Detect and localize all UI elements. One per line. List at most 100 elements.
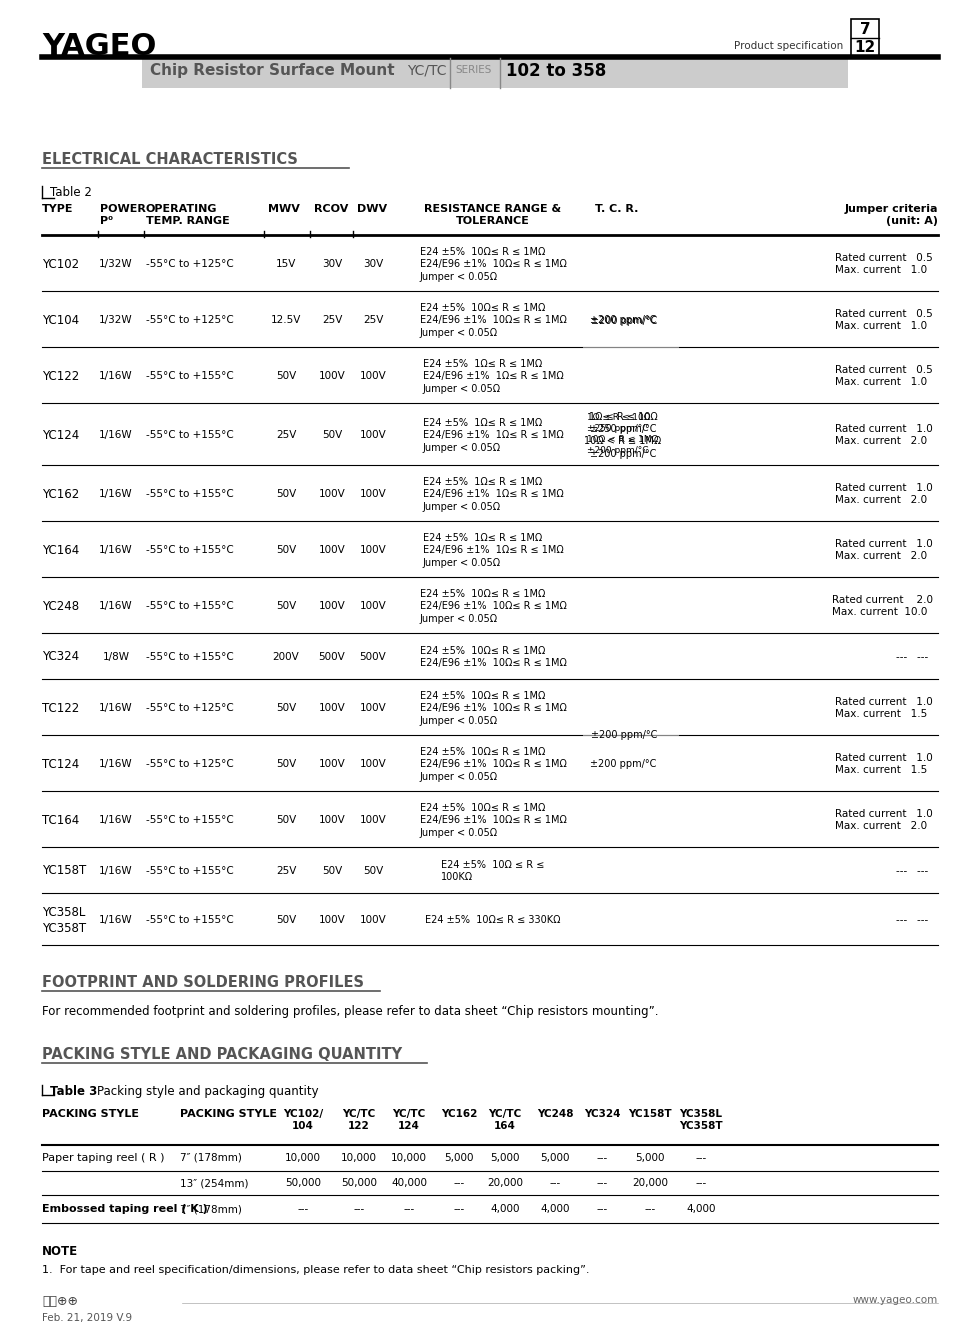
Text: YC122: YC122 (42, 369, 79, 383)
Text: YC158T: YC158T (42, 865, 87, 877)
Text: E24 ±5%  1Ω≤ R ≤ 1MΩ
E24/E96 ±1%  1Ω≤ R ≤ 1MΩ
Jumper < 0.05Ω: E24 ±5% 1Ω≤ R ≤ 1MΩ E24/E96 ±1% 1Ω≤ R ≤ … (423, 533, 563, 568)
Text: 4,000: 4,000 (490, 1205, 520, 1214)
Text: Embossed taping reel ( K ): Embossed taping reel ( K ) (42, 1205, 208, 1214)
Text: 100V: 100V (319, 815, 346, 825)
Text: 100V: 100V (359, 602, 386, 611)
Text: 25V: 25V (363, 316, 383, 325)
Text: Feb. 21, 2019 V.9: Feb. 21, 2019 V.9 (42, 1313, 132, 1323)
Text: ---: --- (298, 1205, 308, 1214)
Text: YC162: YC162 (441, 1109, 478, 1119)
Text: 50V: 50V (275, 704, 297, 713)
Text: 5,000: 5,000 (444, 1154, 474, 1163)
Text: E24 ±5%  10Ω ≤ R ≤
100KΩ: E24 ±5% 10Ω ≤ R ≤ 100KΩ (441, 860, 545, 882)
Text: T. C. R.: T. C. R. (595, 204, 638, 214)
Text: 20,000: 20,000 (487, 1178, 523, 1189)
Text: 50V: 50V (322, 866, 342, 876)
Text: YC358L
YC358T: YC358L YC358T (42, 905, 86, 935)
Text: -55°C to +155°C: -55°C to +155°C (146, 866, 234, 876)
Text: Table 2: Table 2 (50, 185, 91, 199)
Text: DWV: DWV (357, 204, 387, 214)
Text: YC/TC
164: YC/TC 164 (488, 1109, 522, 1131)
Text: YC158T: YC158T (628, 1109, 672, 1119)
Text: YC248: YC248 (42, 599, 79, 612)
Text: TC122: TC122 (42, 701, 79, 714)
Text: YC358L
YC358T: YC358L YC358T (679, 1109, 723, 1131)
Text: -55°C to +155°C: -55°C to +155°C (146, 545, 234, 555)
Text: -55°C to +125°C: -55°C to +125°C (146, 704, 234, 713)
Text: ±200 ppm/°C: ±200 ppm/°C (591, 316, 658, 326)
Text: ±200 ppm/°C: ±200 ppm/°C (589, 316, 656, 325)
Text: 100V: 100V (359, 371, 386, 381)
Text: E24 ±5%  10Ω≤ R ≤ 1MΩ
E24/E96 ±1%  10Ω≤ R ≤ 1MΩ
Jumper < 0.05Ω: E24 ±5% 10Ω≤ R ≤ 1MΩ E24/E96 ±1% 10Ω≤ R … (420, 803, 566, 838)
Text: 7″ (178mm): 7″ (178mm) (180, 1154, 242, 1163)
Text: MWV: MWV (268, 204, 299, 214)
Text: 50V: 50V (275, 371, 297, 381)
Text: 100V: 100V (319, 371, 346, 381)
Text: ---: --- (549, 1178, 560, 1189)
Text: ---: --- (695, 1154, 707, 1163)
Text: ---: --- (695, 1178, 707, 1189)
Text: 100V: 100V (319, 602, 346, 611)
Text: Jumper criteria
(unit: A): Jumper criteria (unit: A) (845, 204, 938, 227)
Text: 7″ (178mm): 7″ (178mm) (180, 1205, 242, 1214)
Text: -55°C to +155°C: -55°C to +155°C (146, 602, 234, 611)
Text: YC104: YC104 (42, 314, 79, 326)
Text: Rated current   1.0
Max. current   2.0: Rated current 1.0 Max. current 2.0 (835, 424, 933, 446)
Text: 25V: 25V (322, 316, 342, 325)
Text: -55°C to +125°C: -55°C to +125°C (146, 316, 234, 325)
Text: ELECTRICAL CHARACTERISTICS: ELECTRICAL CHARACTERISTICS (42, 152, 298, 167)
Text: 100V: 100V (319, 915, 346, 925)
Text: www.yageo.com: www.yageo.com (853, 1295, 938, 1305)
Text: 1Ω ≤ R ≤ 10Ω
±250 ppm/°C
10Ω < R ≤ 1MΩ
±200 ppm/°C: 1Ω ≤ R ≤ 10Ω ±250 ppm/°C 10Ω < R ≤ 1MΩ ±… (587, 412, 659, 455)
Text: TC124: TC124 (42, 757, 79, 771)
Text: YAGEO: YAGEO (42, 32, 156, 60)
Text: E24 ±5%  10Ω≤ R ≤ 1MΩ
E24/E96 ±1%  10Ω≤ R ≤ 1MΩ: E24 ±5% 10Ω≤ R ≤ 1MΩ E24/E96 ±1% 10Ω≤ R … (420, 646, 566, 667)
Text: 1/32W: 1/32W (99, 316, 133, 325)
Text: 1/16W: 1/16W (99, 759, 133, 770)
Text: ---: --- (454, 1205, 464, 1214)
Text: E24 ±5%  10Ω≤ R ≤ 1MΩ
E24/E96 ±1%  10Ω≤ R ≤ 1MΩ
Jumper < 0.05Ω: E24 ±5% 10Ω≤ R ≤ 1MΩ E24/E96 ±1% 10Ω≤ R … (420, 302, 566, 337)
Text: ---: --- (596, 1178, 608, 1189)
Bar (851, 19, 879, 56)
Text: 15V: 15V (275, 259, 297, 269)
Text: 1/16W: 1/16W (99, 915, 133, 925)
Text: 500V: 500V (319, 651, 346, 662)
Text: POWER
P⁰: POWER P⁰ (100, 204, 145, 227)
Text: 50V: 50V (275, 602, 297, 611)
Text: 1/16W: 1/16W (99, 371, 133, 381)
Text: E24 ±5%  10Ω≤ R ≤ 330KΩ: E24 ±5% 10Ω≤ R ≤ 330KΩ (426, 915, 560, 925)
Text: Rated current   1.0
Max. current   1.5: Rated current 1.0 Max. current 1.5 (835, 697, 933, 720)
Text: Rated current   1.0
Max. current   2.0: Rated current 1.0 Max. current 2.0 (835, 808, 933, 831)
Text: ---: --- (596, 1205, 608, 1214)
Text: YC164: YC164 (42, 544, 79, 556)
Text: YC/TC
122: YC/TC 122 (343, 1109, 376, 1131)
Text: NOTE: NOTE (42, 1245, 78, 1258)
Text: 25V: 25V (275, 430, 297, 441)
Text: Rated current   0.5
Max. current   1.0: Rated current 0.5 Max. current 1.0 (835, 252, 933, 275)
Bar (142, 58, 848, 89)
Text: 1/16W: 1/16W (99, 545, 133, 555)
Text: 50V: 50V (275, 759, 297, 770)
Text: -55°C to +125°C: -55°C to +125°C (146, 259, 234, 269)
Text: 1/16W: 1/16W (99, 815, 133, 825)
Text: 7: 7 (860, 21, 871, 38)
Text: RCOV: RCOV (314, 204, 349, 214)
Text: Rated current    2.0
Max. current  10.0: Rated current 2.0 Max. current 10.0 (832, 595, 933, 618)
Text: 1/8W: 1/8W (102, 651, 129, 662)
Text: ---   ---: --- --- (896, 866, 928, 876)
Text: 10,000: 10,000 (341, 1154, 377, 1163)
Text: Paper taping reel ( R ): Paper taping reel ( R ) (42, 1154, 165, 1163)
Text: PACKING STYLE AND PACKAGING QUANTITY: PACKING STYLE AND PACKAGING QUANTITY (42, 1048, 403, 1062)
Text: 100V: 100V (359, 430, 386, 441)
Text: 4,000: 4,000 (687, 1205, 716, 1214)
Text: ±200 ppm/°C: ±200 ppm/°C (591, 731, 658, 740)
Text: 1/16W: 1/16W (99, 489, 133, 500)
Text: 1/16W: 1/16W (99, 430, 133, 441)
Text: 100V: 100V (319, 545, 346, 555)
Text: 5,000: 5,000 (490, 1154, 520, 1163)
Text: ---   ---: --- --- (896, 651, 928, 662)
Text: RESISTANCE RANGE &
TOLERANCE: RESISTANCE RANGE & TOLERANCE (425, 204, 561, 227)
Text: -55°C to +125°C: -55°C to +125°C (146, 759, 234, 770)
Text: -55°C to +155°C: -55°C to +155°C (146, 815, 234, 825)
Text: Rated current   1.0
Max. current   1.5: Rated current 1.0 Max. current 1.5 (835, 753, 933, 775)
